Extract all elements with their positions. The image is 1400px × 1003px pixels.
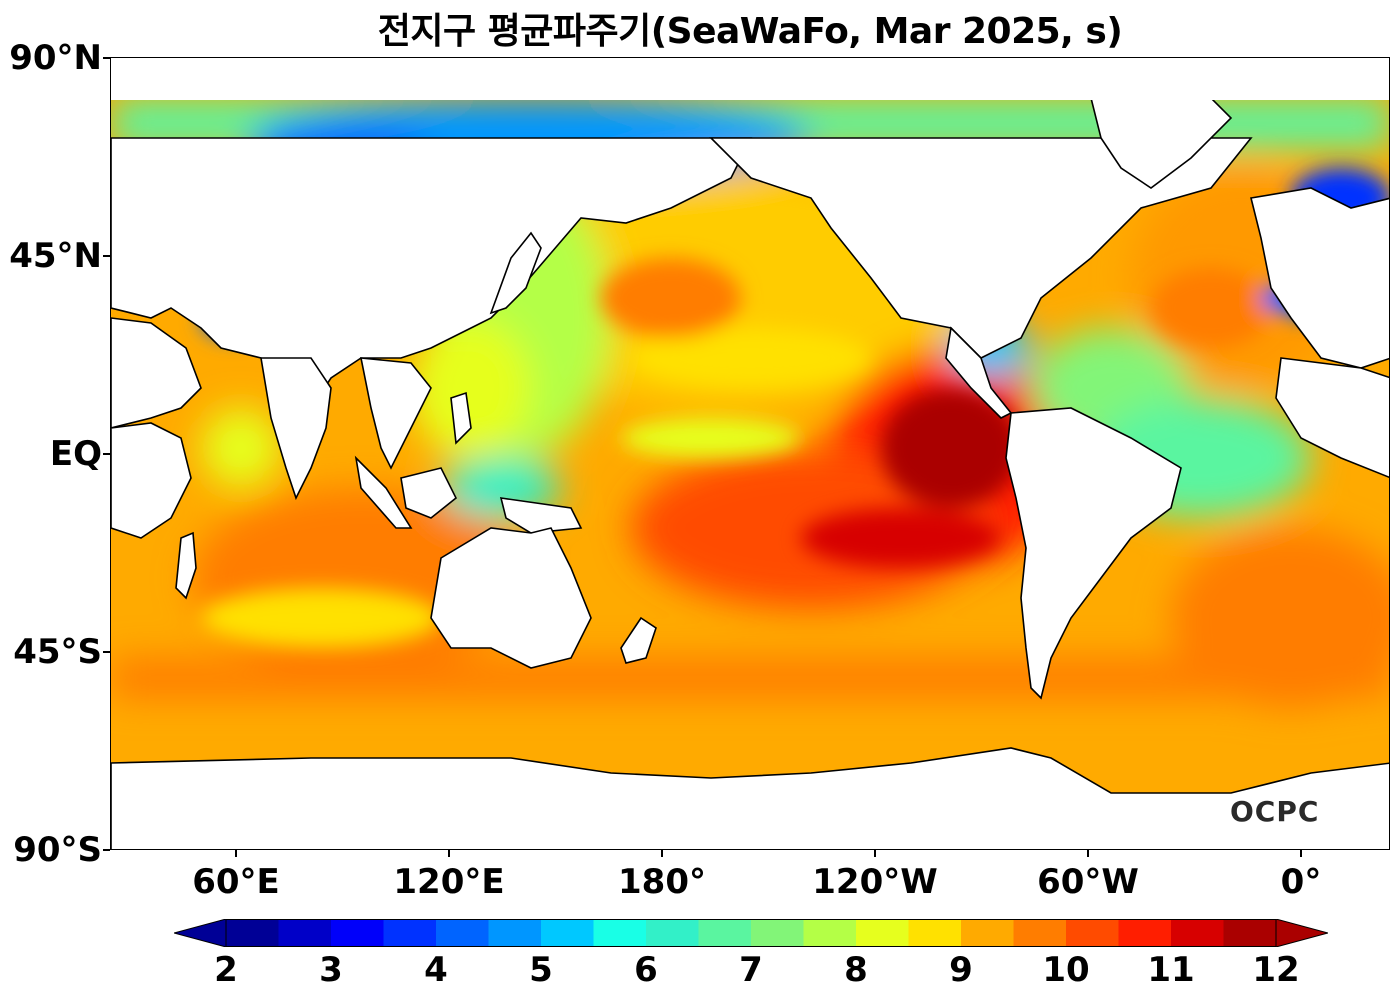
lat-tick-45s (103, 651, 110, 653)
land-new-zealand (620, 616, 657, 664)
lat-label-90s: 90°S (13, 830, 102, 870)
colorbar-segment (803, 919, 857, 947)
wave-period-map (111, 58, 1389, 849)
colorbar-tick-label: 2 (214, 950, 238, 990)
land-masses (111, 58, 1389, 849)
lat-label-45s: 45°S (13, 632, 102, 672)
colorbar-segment (488, 919, 542, 947)
land-central-america (945, 326, 1013, 419)
colorbar-segment (383, 919, 437, 947)
colorbar-tick-label: 11 (1147, 950, 1195, 990)
land-india (260, 357, 332, 501)
land-new-guinea (499, 497, 583, 534)
colorbar-segment (1223, 919, 1277, 947)
colorbar-segment (1066, 919, 1119, 947)
colorbar-segment (541, 919, 594, 947)
lon-label-180: 180° (618, 862, 706, 902)
colorbar-tick-label: 8 (844, 950, 868, 990)
map-frame (110, 57, 1390, 850)
land-australia (430, 527, 592, 669)
colorbar-segment (1171, 919, 1224, 947)
lon-tick-60e (235, 850, 237, 857)
colorbar-segment (751, 919, 804, 947)
lon-label-60e: 60°E (192, 862, 280, 902)
colorbar-segment (593, 919, 647, 947)
lat-tick-eq (103, 453, 110, 455)
lon-tick-120e (448, 850, 450, 857)
colorbar-tick-label: 6 (634, 950, 658, 990)
colorbar-segment (226, 919, 279, 947)
land-arabia (111, 317, 202, 429)
lat-label-eq: EQ (49, 434, 102, 474)
lat-tick-45n (103, 255, 110, 257)
land-indochina (360, 357, 432, 470)
lon-tick-60w (1087, 850, 1089, 857)
colorbar-segment (331, 919, 384, 947)
colorbar-tick-label: 4 (424, 950, 448, 990)
lon-label-0: 0° (1280, 862, 1322, 902)
land-arctic-cap (111, 58, 1389, 100)
land-madagascar (175, 531, 197, 600)
colorbar-tick-label: 9 (949, 950, 973, 990)
land-africa-west (1275, 357, 1389, 479)
lon-tick-180 (661, 850, 663, 857)
land-eurasia (111, 137, 753, 410)
lon-label-120w: 120°W (812, 862, 938, 902)
colorbar-segment (436, 919, 489, 947)
colorbar-segment (961, 919, 1014, 947)
ocpc-logo: OCPC (1230, 795, 1320, 828)
lat-tick-90n (103, 57, 110, 59)
lon-label-60w: 60°W (1037, 862, 1139, 902)
land-sumatra (354, 455, 413, 529)
land-japan (489, 231, 542, 315)
land-philippines (450, 391, 472, 445)
lon-tick-120w (874, 850, 876, 857)
colorbar-outline (225, 919, 1277, 947)
lon-tick-0 (1300, 850, 1302, 857)
colorbar-tick-label: 7 (739, 950, 763, 990)
land-south-america (1005, 407, 1182, 700)
colorbar-segment (856, 919, 909, 947)
lat-tick-90s (103, 849, 110, 851)
colorbar-tick-label: 3 (319, 950, 343, 990)
land-greenland (1089, 97, 1233, 189)
colorbar-tick-label: 5 (529, 950, 553, 990)
lon-label-120e: 120°E (393, 862, 505, 902)
colorbar-segment (1013, 919, 1067, 947)
colorbar-extend-min (174, 919, 227, 947)
colorbar-segment (698, 919, 752, 947)
colorbar-tick-label: 12 (1252, 950, 1300, 990)
lat-label-45n: 45°N (9, 236, 102, 276)
land-antarctica (111, 747, 1389, 849)
map-title: 전지구 평균파주기(SeaWaFo, Mar 2025, s) (377, 11, 1123, 52)
lat-label-90n: 90°N (9, 38, 102, 78)
colorbar-segment (278, 919, 332, 947)
colorbar-segment (908, 919, 962, 947)
land-borneo (400, 467, 458, 519)
colorbar-segment (1118, 919, 1172, 947)
colorbar-segment (646, 919, 699, 947)
colorbar-extend-max (1275, 919, 1328, 947)
land-africa (111, 422, 192, 539)
colorbar (174, 919, 1328, 947)
colorbar-tick-label: 10 (1042, 950, 1090, 990)
